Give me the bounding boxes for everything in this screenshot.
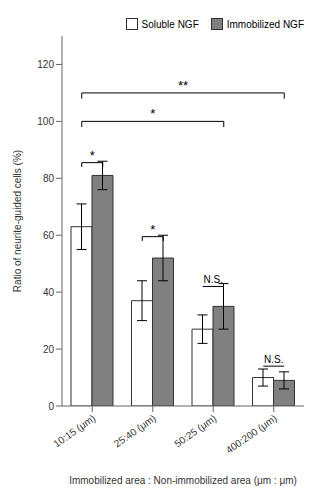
svg-text:400:200 (μm): 400:200 (μm)	[224, 412, 279, 455]
html-text:Soluble NGF: Soluble NGF	[141, 18, 199, 30]
svg-text:20: 20	[43, 344, 55, 355]
svg-text:*: *	[150, 106, 155, 121]
svg-text:60: 60	[43, 230, 55, 241]
html-text:Immobilized NGF: Immobilized NGF	[226, 18, 304, 30]
svg-text:50:25 (μm): 50:25 (μm)	[172, 412, 218, 449]
svg-text:40: 40	[43, 287, 55, 298]
svg-text:*: *	[150, 222, 155, 237]
svg-text:N.S.: N.S.	[204, 274, 223, 285]
svg-text:25:40 (μm): 25:40 (μm)	[112, 412, 158, 449]
svg-text:Ratio of neurite-guided cells: Ratio of neurite-guided cells (%)	[12, 150, 23, 292]
svg-text:10:15 (μm): 10:15 (μm)	[51, 412, 97, 449]
svg-text:Immobilized area : Non-immobil: Immobilized area : Non-immobilized area …	[69, 475, 297, 486]
svg-text:80: 80	[43, 173, 55, 184]
svg-text:120: 120	[37, 59, 54, 70]
svg-text:100: 100	[37, 116, 54, 127]
svg-text:**: **	[178, 78, 188, 93]
svg-text:*: *	[90, 148, 95, 163]
svg-text:0: 0	[48, 401, 54, 412]
svg-text:N.S.: N.S.	[264, 354, 283, 365]
